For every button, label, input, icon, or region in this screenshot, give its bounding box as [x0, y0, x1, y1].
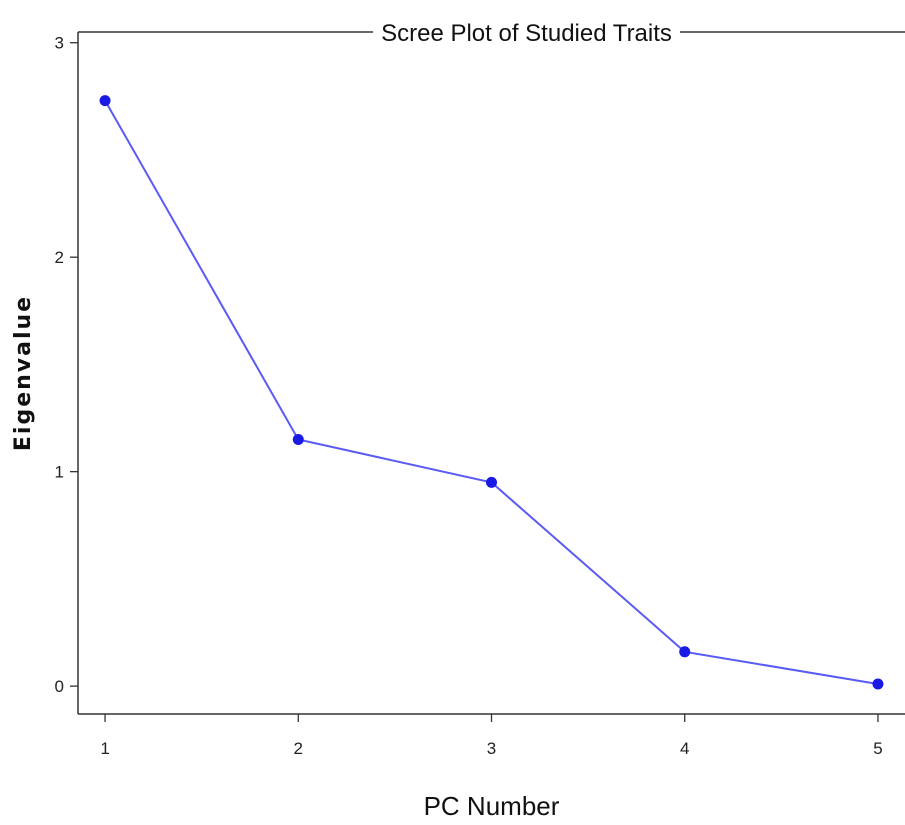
x-tick-label: 2 [294, 739, 303, 758]
data-point [292, 433, 304, 445]
x-axis-label: PC Number [424, 791, 560, 821]
y-axis-ticks: 0 1 2 3 [55, 34, 78, 696]
data-point [99, 95, 111, 107]
x-tick-label: 3 [487, 739, 496, 758]
x-tick-label: 4 [680, 739, 689, 758]
data-point [872, 678, 884, 690]
y-tick-label: 3 [55, 34, 64, 53]
data-point [679, 646, 691, 658]
x-tick-label: 5 [873, 739, 882, 758]
plot-frame [77, 31, 905, 715]
series-line [104, 100, 879, 685]
y-tick-label: 1 [55, 463, 64, 482]
chart-title-background [373, 18, 680, 49]
y-axis-label: Eigenvalue [11, 295, 36, 451]
data-point [486, 476, 497, 488]
x-axis-ticks: 1 2 3 4 5 [100, 714, 883, 758]
chart-title: Scree Plot of Studied Traits [381, 20, 672, 47]
x-tick-label: 1 [100, 739, 109, 758]
y-tick-label: 0 [55, 677, 64, 696]
y-tick-label: 2 [55, 248, 64, 267]
series-group [99, 95, 884, 690]
